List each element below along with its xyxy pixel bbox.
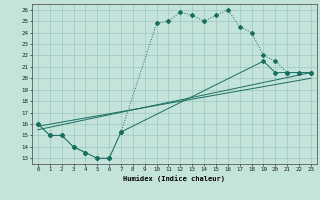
X-axis label: Humidex (Indice chaleur): Humidex (Indice chaleur) [124, 175, 225, 182]
